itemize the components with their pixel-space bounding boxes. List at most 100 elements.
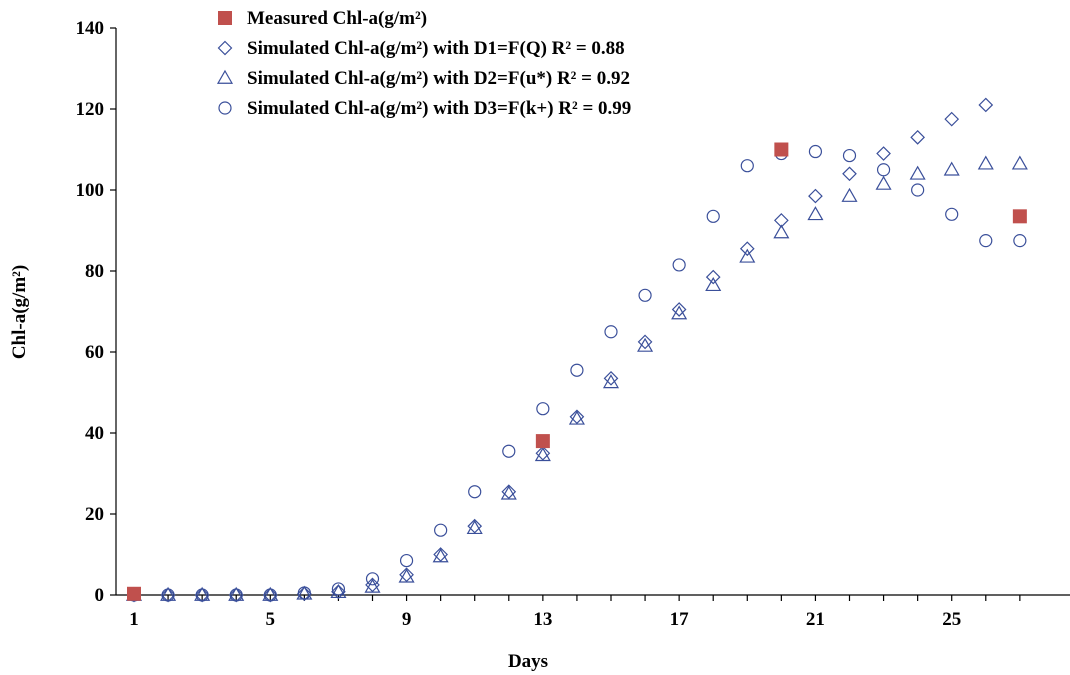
y-tick-label: 60 <box>85 342 104 363</box>
x-tick-label: 25 <box>942 609 961 630</box>
data-point-circle <box>331 582 346 596</box>
data-point-circle <box>365 572 380 586</box>
legend-marker-circle <box>218 101 232 115</box>
data-point-diamond <box>331 584 346 600</box>
data-point-diamond <box>671 302 687 317</box>
data-point-triangle <box>398 568 415 583</box>
data-point-circle <box>434 523 448 537</box>
data-point-diamond <box>535 445 551 461</box>
data-point-circle <box>468 485 482 499</box>
series-triangle <box>125 155 1028 601</box>
data-point-circle <box>263 588 277 602</box>
y-tick-label: 100 <box>76 180 105 201</box>
data-point-circle <box>706 209 720 223</box>
legend-entry-label: Measured Chl-a(g/m²) <box>247 8 427 29</box>
data-point-circle <box>229 588 243 602</box>
data-point-circle <box>945 207 959 221</box>
series-filled-square <box>127 142 1027 601</box>
data-point-diamond <box>944 111 960 127</box>
data-point-triangle <box>671 305 688 320</box>
data-point-diamond <box>399 567 414 583</box>
data-point-triangle <box>773 224 790 239</box>
data-point-filled-square <box>127 586 141 601</box>
x-tick-label: 5 <box>266 609 276 630</box>
data-point-triangle <box>977 155 994 170</box>
data-point-circle <box>672 258 686 272</box>
data-point-circle <box>911 183 925 197</box>
data-point-triangle <box>739 248 756 263</box>
data-point-diamond <box>978 97 994 113</box>
data-point-circle <box>604 325 618 339</box>
data-point-diamond <box>842 166 857 182</box>
data-point-circle <box>979 234 993 248</box>
data-point-triangle <box>602 374 620 389</box>
y-tick-label: 120 <box>76 99 105 120</box>
data-point-circle <box>502 444 516 458</box>
data-point-triangle <box>943 161 960 176</box>
legend-entry-label: Simulated Chl-a(g/m²) with D3=F(k+) R² =… <box>247 98 631 119</box>
data-point-triangle <box>909 165 926 180</box>
data-point-triangle <box>466 519 483 535</box>
data-point-diamond <box>910 130 925 145</box>
data-point-triangle <box>262 586 279 601</box>
data-point-triangle <box>432 548 449 563</box>
data-point-triangle <box>364 578 381 593</box>
data-point-circle <box>740 159 754 173</box>
data-point-triangle <box>807 206 824 221</box>
y-axis-label: Chl-a(g/m²) <box>9 265 30 359</box>
data-point-circle <box>808 144 823 159</box>
data-point-circle <box>161 588 175 602</box>
data-point-filled-square <box>1012 209 1027 224</box>
data-point-diamond <box>467 518 483 534</box>
data-point-triangle <box>875 175 892 190</box>
y-tick-label: 20 <box>85 504 104 525</box>
y-tick-label: 40 <box>85 423 104 444</box>
data-point-diamond <box>876 146 891 161</box>
data-point-circle <box>536 402 550 416</box>
legend-marker-diamond <box>217 40 233 56</box>
data-point-circle <box>297 586 311 600</box>
data-point-diamond <box>433 547 448 562</box>
series-circle <box>127 144 1027 602</box>
legend-entry-label: Simulated Chl-a(g/m²) with D1=F(Q) R² = … <box>247 38 625 59</box>
data-point-triangle <box>228 586 245 601</box>
data-point-triangle <box>1011 155 1028 170</box>
x-tick-label: 13 <box>533 609 552 630</box>
data-point-triangle <box>705 276 722 292</box>
y-tick-label: 0 <box>95 585 105 606</box>
data-point-triangle <box>194 586 211 601</box>
data-point-triangle <box>841 187 858 202</box>
legend-entry-label: Simulated Chl-a(g/m²) with D2=F(u*) R² =… <box>247 68 630 89</box>
data-point-diamond <box>637 334 653 350</box>
y-tick-label: 80 <box>85 261 104 282</box>
data-point-diamond <box>808 188 823 204</box>
data-point-diamond <box>739 241 755 257</box>
x-tick-label: 21 <box>806 609 825 630</box>
data-point-diamond <box>705 269 721 285</box>
data-point-filled-square <box>774 142 789 157</box>
legend-marker-triangle <box>216 69 234 84</box>
x-tick-label: 17 <box>670 609 690 630</box>
data-point-triangle <box>500 485 517 500</box>
x-tick-label: 9 <box>402 609 412 630</box>
data-point-triangle <box>637 337 654 352</box>
y-tick-label: 140 <box>76 18 105 39</box>
data-point-circle <box>1013 234 1027 248</box>
data-point-circle <box>195 588 209 602</box>
series-diamond <box>126 97 994 603</box>
data-point-diamond <box>603 370 619 386</box>
data-point-circle <box>638 288 652 302</box>
data-point-triangle <box>568 410 585 425</box>
chart-marks <box>125 97 1028 603</box>
data-point-triangle <box>330 583 347 599</box>
x-tick-label: 1 <box>129 609 139 630</box>
data-point-triangle <box>534 447 551 462</box>
data-point-diamond <box>297 586 312 602</box>
x-axis-label: Days <box>508 651 548 672</box>
data-point-circle <box>876 163 891 177</box>
data-point-circle <box>842 148 857 163</box>
legend-marker-filled-square <box>218 11 232 25</box>
data-point-filled-square <box>535 434 550 449</box>
data-point-diamond <box>501 484 517 500</box>
